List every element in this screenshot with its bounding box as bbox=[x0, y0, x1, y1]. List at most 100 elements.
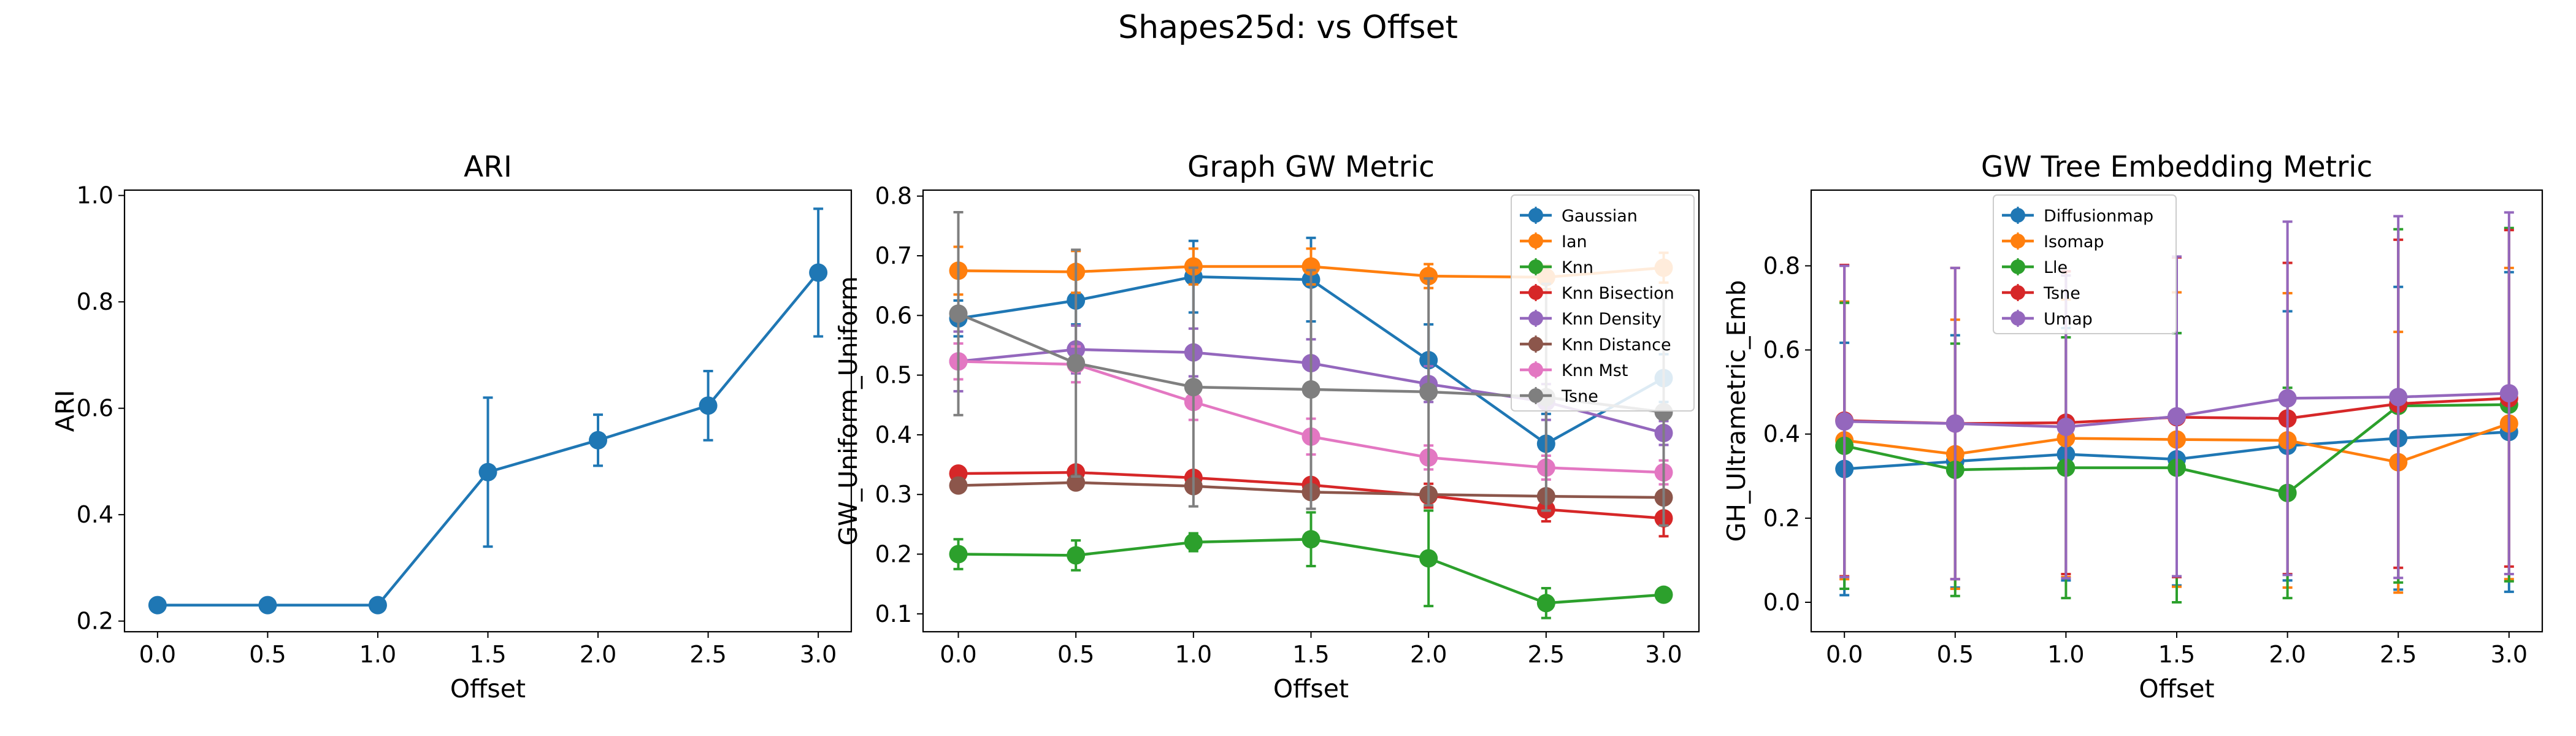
legend-swatch-marker bbox=[1528, 362, 1543, 377]
legend-item: Knn Bisection bbox=[1520, 284, 1674, 303]
data-point bbox=[809, 263, 828, 282]
x-tick-label: 1.0 bbox=[2047, 641, 2084, 668]
y-tick-label: 0.2 bbox=[875, 541, 912, 568]
x-axis-label: Offset bbox=[1273, 674, 1349, 703]
y-tick-label: 0.2 bbox=[1763, 505, 1800, 532]
legend-swatch-marker bbox=[1528, 285, 1543, 300]
y-axis-label: ARI bbox=[50, 390, 80, 432]
legend-swatch-marker bbox=[1528, 388, 1543, 403]
subplot-1: ARI 0.0 0.5 1.0 1.5 2.0 2.5 3.0 0.2 0.4 0.6 0.8 1.0 O… bbox=[50, 150, 853, 703]
y-tick-label: 0.3 bbox=[875, 481, 912, 508]
x-tick-label: 2.5 bbox=[689, 641, 726, 668]
legend-item: Knn bbox=[1520, 258, 1593, 277]
x-tick-label: 0.0 bbox=[139, 641, 176, 668]
y-tick-label: 0.1 bbox=[875, 600, 912, 627]
legend: Diffusionmap Isomap Lle Tsne Umap bbox=[1993, 194, 2177, 334]
figure-title: Shapes25d: vs Offset bbox=[1118, 9, 1458, 46]
data-point bbox=[2057, 418, 2076, 437]
data-point bbox=[589, 431, 608, 450]
legend-swatch-marker bbox=[2011, 259, 2025, 274]
data-point bbox=[1419, 382, 1438, 401]
legend-label: Lle bbox=[2044, 258, 2068, 277]
y-tick-label: 0.0 bbox=[1763, 589, 1800, 616]
x-tick-label: 1.0 bbox=[359, 641, 396, 668]
data-point bbox=[2499, 384, 2518, 403]
legend-item: Lle bbox=[2002, 258, 2068, 277]
legend-label: Umap bbox=[2044, 310, 2093, 329]
data-point bbox=[478, 462, 497, 481]
x-tick-label: 2.5 bbox=[1528, 641, 1565, 668]
legend-item: Isomap bbox=[2002, 232, 2104, 251]
data-point bbox=[148, 596, 167, 615]
data-point bbox=[949, 304, 968, 323]
data-point bbox=[258, 596, 277, 615]
legend-item: Tsne bbox=[2002, 284, 2080, 303]
data-point bbox=[1419, 549, 1438, 568]
x-tick-label: 0.0 bbox=[1826, 641, 1863, 668]
subplot-title: Graph GW Metric bbox=[1187, 150, 1435, 184]
y-axis-label: GH_Ultrametric_Emb bbox=[1722, 280, 1751, 542]
legend-label: Knn Density bbox=[1562, 310, 1662, 329]
legend-swatch-marker bbox=[1528, 311, 1543, 326]
x-axis-label: Offset bbox=[450, 674, 526, 703]
y-tick-label: 0.8 bbox=[1763, 252, 1800, 279]
subplots: ARI 0.0 0.5 1.0 1.5 2.0 2.5 3.0 0.2 0.4 0.6 0.8 1.0 O… bbox=[50, 150, 2543, 703]
data-point bbox=[949, 476, 968, 495]
x-tick-label: 2.5 bbox=[2380, 641, 2417, 668]
series-umap bbox=[1835, 211, 2518, 581]
x-tick-label: 3.0 bbox=[1645, 641, 1682, 668]
legend-label: Isomap bbox=[2044, 232, 2104, 251]
data-point bbox=[1067, 546, 1086, 565]
data-point bbox=[2389, 388, 2408, 407]
axes-frame bbox=[922, 189, 1700, 633]
legend-swatch-marker bbox=[1528, 234, 1543, 248]
legend-swatch-marker bbox=[1528, 337, 1543, 351]
y-tick-label: 0.6 bbox=[1763, 337, 1800, 364]
legend-label: Ian bbox=[1562, 232, 1587, 251]
x-tick-label: 0.0 bbox=[940, 641, 976, 668]
legend-label: Knn Mst bbox=[1562, 361, 1628, 380]
y-tick-label: 0.6 bbox=[77, 395, 113, 422]
data-point bbox=[1184, 378, 1203, 397]
legend-swatch-marker bbox=[2011, 208, 2025, 223]
data-point bbox=[1301, 530, 1321, 549]
data-point bbox=[2168, 407, 2186, 426]
subplot-3: GW Tree Embedding Metric 0.0 0.5 1.0 1.5 2.0 2… bbox=[1722, 150, 2543, 703]
legend-item: Knn Distance bbox=[1520, 335, 1671, 355]
x-tick-label: 2.0 bbox=[580, 641, 616, 668]
y-axis-label: GW_Uniform_Uniform bbox=[834, 276, 863, 545]
legend-item: Knn Density bbox=[1520, 310, 1662, 329]
x-tick-label: 0.5 bbox=[249, 641, 286, 668]
legend-frame bbox=[1511, 194, 1695, 412]
legend-swatch-marker bbox=[1528, 259, 1543, 274]
legend-swatch-marker bbox=[2011, 311, 2025, 326]
legend-label: Knn bbox=[1562, 258, 1593, 277]
series-knn bbox=[949, 509, 1673, 619]
data-point bbox=[1067, 354, 1086, 373]
x-tick-label: 2.0 bbox=[2269, 641, 2306, 668]
legend-frame bbox=[1993, 194, 2177, 334]
data-point bbox=[1536, 594, 1555, 613]
x-tick-label: 1.5 bbox=[2158, 641, 2195, 668]
data-point bbox=[1945, 414, 1965, 433]
data-point bbox=[2278, 389, 2297, 408]
data-point bbox=[949, 545, 968, 564]
legend: Gaussian Ian Knn Knn Bisection Knn Density Kn… bbox=[1511, 194, 1695, 412]
x-tick-label: 0.5 bbox=[1057, 641, 1094, 668]
legend-item: Gaussian bbox=[1520, 207, 1638, 226]
y-tick-label: 0.6 bbox=[875, 302, 912, 329]
data-point bbox=[1654, 585, 1673, 604]
legend-swatch-marker bbox=[2011, 234, 2025, 248]
data-point bbox=[1301, 380, 1321, 399]
legend-item: Umap bbox=[2002, 310, 2093, 329]
y-tick-label: 0.2 bbox=[77, 608, 113, 635]
data-point bbox=[1184, 533, 1203, 552]
subplot-title: ARI bbox=[464, 150, 512, 184]
x-tick-label: 1.5 bbox=[1292, 641, 1329, 668]
y-tick-label: 0.8 bbox=[77, 288, 113, 315]
legend-item: Diffusionmap bbox=[2002, 207, 2153, 226]
x-tick-label: 2.0 bbox=[1410, 641, 1447, 668]
data-point bbox=[1067, 473, 1086, 492]
axes-frame bbox=[1810, 189, 2543, 633]
